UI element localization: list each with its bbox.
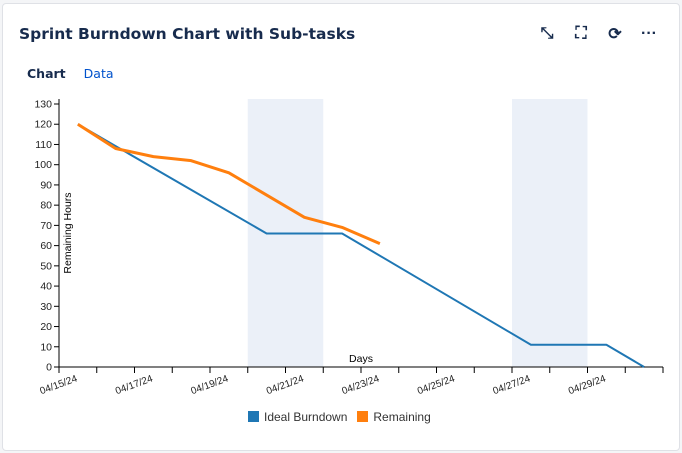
y-tick-label: 130 — [34, 99, 52, 111]
y-tick-label: 10 — [40, 341, 52, 353]
y-tick-label: 60 — [40, 240, 52, 252]
minimize-icon[interactable]: ⤡ — [540, 25, 554, 42]
y-tick-label: 20 — [40, 321, 52, 333]
non-working-band — [512, 99, 588, 367]
ideal-burndown-line — [77, 123, 645, 368]
y-tick-label: 40 — [40, 281, 52, 293]
tab-chart[interactable]: Chart — [27, 66, 66, 81]
tab-data[interactable]: Data — [83, 66, 114, 81]
x-axis-label: Days — [349, 353, 373, 365]
y-tick-label: 110 — [35, 139, 52, 151]
x-tick-label: 04/19/24 — [190, 373, 231, 397]
y-tick-label: 30 — [40, 301, 52, 313]
y-tick-label: 0 — [46, 362, 52, 374]
card-title: Sprint Burndown Chart with Sub-tasks — [19, 25, 356, 43]
y-axis-label: Remaining Hours — [62, 192, 74, 273]
legend: Ideal Burndown Remaining — [248, 410, 431, 424]
x-tick-label: 04/15/24 — [39, 373, 80, 397]
x-tick-label: 04/25/24 — [416, 373, 457, 397]
x-tick-label: 04/23/24 — [341, 373, 382, 397]
y-tick-label: 120 — [34, 119, 52, 131]
y-tick-label: 50 — [40, 260, 52, 272]
y-tick-label: 70 — [40, 220, 52, 232]
x-tick-label: 04/17/24 — [114, 373, 155, 397]
refresh-icon[interactable]: ⟳ — [608, 26, 622, 43]
y-tick-label: 80 — [40, 200, 52, 212]
legend-remaining[interactable]: Remaining — [357, 410, 431, 424]
y-tick-label: 100 — [34, 159, 52, 171]
x-tick-label: 04/27/24 — [492, 373, 533, 397]
x-tick-label: 04/29/24 — [567, 373, 608, 397]
more-icon[interactable]: ··· — [641, 25, 657, 42]
y-tick-label: 90 — [40, 179, 52, 191]
legend-ideal[interactable]: Ideal Burndown — [248, 410, 347, 424]
x-tick-label: 04/21/24 — [265, 373, 306, 397]
fullscreen-icon[interactable]: ⛶ — [575, 25, 587, 42]
remaining-line — [77, 122, 381, 245]
